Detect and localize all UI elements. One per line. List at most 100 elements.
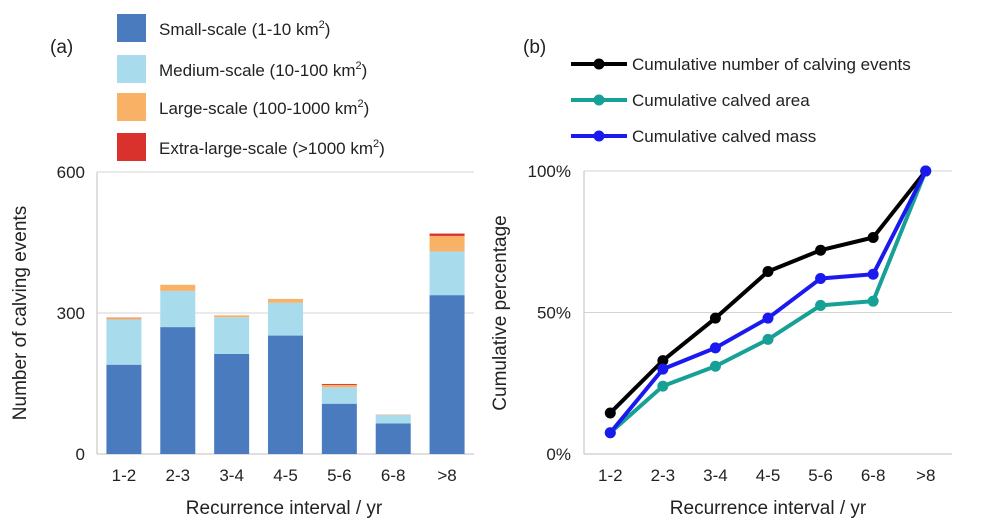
panel-a-bars: [106, 233, 465, 454]
y-tick-label: 300: [57, 304, 85, 323]
legend-label: Medium-scale (10-100 km2): [159, 60, 367, 80]
panel-a-x-ticks: 1-2 2-3 3-4 4-5 5-6 6-8 >8: [112, 466, 457, 485]
panel-a-label: (a): [50, 37, 73, 58]
legend-label-close: ): [325, 20, 331, 39]
legend-marker: [593, 130, 605, 142]
bar-gt8-series-0: [429, 295, 465, 454]
x-tick-label: 3-4: [219, 466, 244, 485]
panel-b-y-axis-label: Cumulative percentage: [490, 215, 511, 410]
legend-label-text: Medium-scale (10-100 km: [159, 61, 356, 80]
series-1-point-2-3: [657, 380, 669, 392]
bar-4-5-series-0: [268, 335, 303, 454]
legend-label: Cumulative calved area: [632, 91, 810, 110]
y-tick-label: 0: [76, 445, 85, 464]
panel-b-x-axis-label: Recurrence interval / yr: [670, 498, 867, 519]
series-0-point-6-8: [867, 232, 879, 244]
bar-6-8-series-1: [375, 414, 411, 424]
panel-a-y-axis-label: Number of calving events: [10, 206, 31, 420]
series-2-point-6-8: [867, 268, 879, 280]
x-tick-label: 4-5: [273, 466, 298, 485]
bar-2-3-series-1: [160, 290, 196, 328]
bar-2-3-series-2: [160, 284, 196, 291]
panel-a-legend: Small-scale (1-10 km2)Medium-scale (10-1…: [117, 14, 385, 161]
panel-b-label: (b): [523, 37, 546, 58]
bar-1-2-series-0: [106, 364, 142, 454]
bar-5-6-series-0: [321, 403, 357, 454]
x-tick-label: 6-8: [861, 466, 886, 485]
legend-swatch: [117, 14, 146, 42]
series-0-point-5-6: [815, 244, 827, 256]
x-tick-label: >8: [916, 466, 935, 485]
y-tick-label: 0%: [546, 445, 571, 464]
legend-swatch: [117, 55, 146, 83]
series-1-point-3-4: [709, 360, 721, 372]
series-2-point-2-3: [657, 363, 669, 375]
legend-label-superscript: 2: [356, 60, 362, 72]
series-2-point-4-5: [762, 312, 774, 324]
legend-label-superscript: 2: [373, 138, 379, 150]
legend-label-text: Small-scale (1-10 km: [159, 20, 319, 39]
series-2-point-1-2: [604, 427, 616, 439]
x-tick-label: 5-6: [327, 466, 352, 485]
legend-label: Cumulative number of calving events: [632, 55, 911, 74]
bar-5-6-series-1: [321, 387, 357, 404]
bar-3-4-series-2: [214, 315, 250, 318]
legend-swatch: [117, 133, 146, 161]
series-0-point-2-3: [657, 355, 669, 367]
x-tick-label: >8: [437, 466, 456, 485]
legend-marker: [593, 94, 605, 106]
legend-label: Large-scale (100-1000 km2): [159, 98, 369, 118]
series-0-point-1-2: [604, 407, 616, 419]
x-tick-label: 4-5: [756, 466, 781, 485]
legend-label-text: Extra-large-scale (>1000 km: [159, 139, 373, 158]
series-2-point-5-6: [815, 273, 827, 285]
x-tick-label: 2-3: [651, 466, 676, 485]
legend-marker: [593, 58, 605, 70]
bar-3-4-series-1: [214, 317, 250, 354]
x-tick-label: 5-6: [808, 466, 833, 485]
legend-label: Extra-large-scale (>1000 km2): [159, 138, 385, 158]
panel-b-legend: Cumulative number of calving events Cumul…: [571, 55, 911, 146]
legend-label-close: ): [362, 61, 368, 80]
legend-label-superscript: 2: [357, 98, 363, 110]
panel-a: (a) 0 300 600 1-2 2-3 3-4 4-5 5-6 6-8 >8 Recurre…: [10, 14, 474, 519]
panel-b: (b) 0% 50% 100% 1-2 2-3 3-4 4-5 5-6 6-8 >8 Recur…: [490, 37, 952, 519]
panel-b-gridlines: [583, 170, 952, 455]
x-tick-label: 1-2: [112, 466, 137, 485]
x-tick-label: 3-4: [703, 466, 728, 485]
x-tick-label: 6-8: [381, 466, 406, 485]
series-0-point-3-4: [709, 312, 721, 324]
bar-4-5-series-2: [268, 298, 303, 303]
bar-5-6-series-3: [321, 383, 357, 385]
legend-label-text: Large-scale (100-1000 km: [159, 99, 357, 118]
bar-6-8-series-0: [375, 423, 411, 454]
legend-label-superscript: 2: [319, 19, 325, 31]
series-1-point-4-5: [762, 333, 774, 345]
panel-b-lines: [604, 165, 932, 439]
series-1-point-6-8: [867, 295, 879, 307]
panel-a-y-ticks: 0 300 600: [57, 163, 85, 464]
series-2-point-gt8: [920, 165, 932, 177]
y-tick-label: 100%: [528, 162, 571, 181]
legend-swatch: [117, 93, 146, 121]
y-tick-label: 600: [57, 163, 85, 182]
bar-2-3-series-0: [160, 327, 196, 454]
panel-a-x-axis-label: Recurrence interval / yr: [186, 498, 383, 519]
panel-b-x-ticks: 1-2 2-3 3-4 4-5 5-6 6-8 >8: [598, 466, 935, 485]
legend-label: Cumulative calved mass: [632, 127, 816, 146]
series-2-point-3-4: [709, 342, 721, 354]
bar-3-4-series-0: [214, 353, 250, 454]
x-tick-label: 2-3: [165, 466, 190, 485]
bar-1-2-series-1: [106, 319, 142, 365]
bar-gt8-series-1: [429, 251, 465, 296]
bar-gt8-series-3: [429, 233, 465, 236]
series-1-point-5-6: [815, 299, 827, 311]
series-0-point-4-5: [762, 265, 774, 277]
x-tick-label: 1-2: [598, 466, 623, 485]
legend-label: Small-scale (1-10 km2): [159, 19, 330, 39]
bar-4-5-series-1: [268, 302, 303, 336]
legend-label-close: ): [379, 139, 385, 158]
y-tick-label: 50%: [537, 304, 571, 323]
bar-gt8-series-2: [429, 235, 465, 252]
